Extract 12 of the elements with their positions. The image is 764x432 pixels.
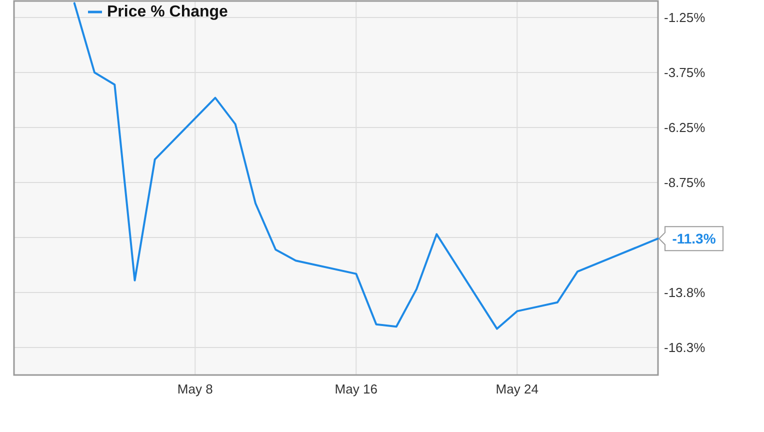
y-tick-label: -16.3% xyxy=(664,340,706,355)
y-tick-label: -13.8% xyxy=(664,285,706,300)
y-tick-label: -6.25% xyxy=(664,120,706,135)
x-tick-label: May 8 xyxy=(177,382,213,396)
legend-label: Price % Change xyxy=(107,4,228,20)
x-tick-label: May 24 xyxy=(496,382,538,396)
y-tick-label: -1.25% xyxy=(664,10,706,25)
data-label: -11.3% xyxy=(672,230,716,247)
y-tick-label: -8.75% xyxy=(664,175,706,190)
y-tick-label: -3.75% xyxy=(664,65,706,80)
x-tick-label: May 16 xyxy=(334,382,378,396)
line-series xyxy=(73,2,659,330)
